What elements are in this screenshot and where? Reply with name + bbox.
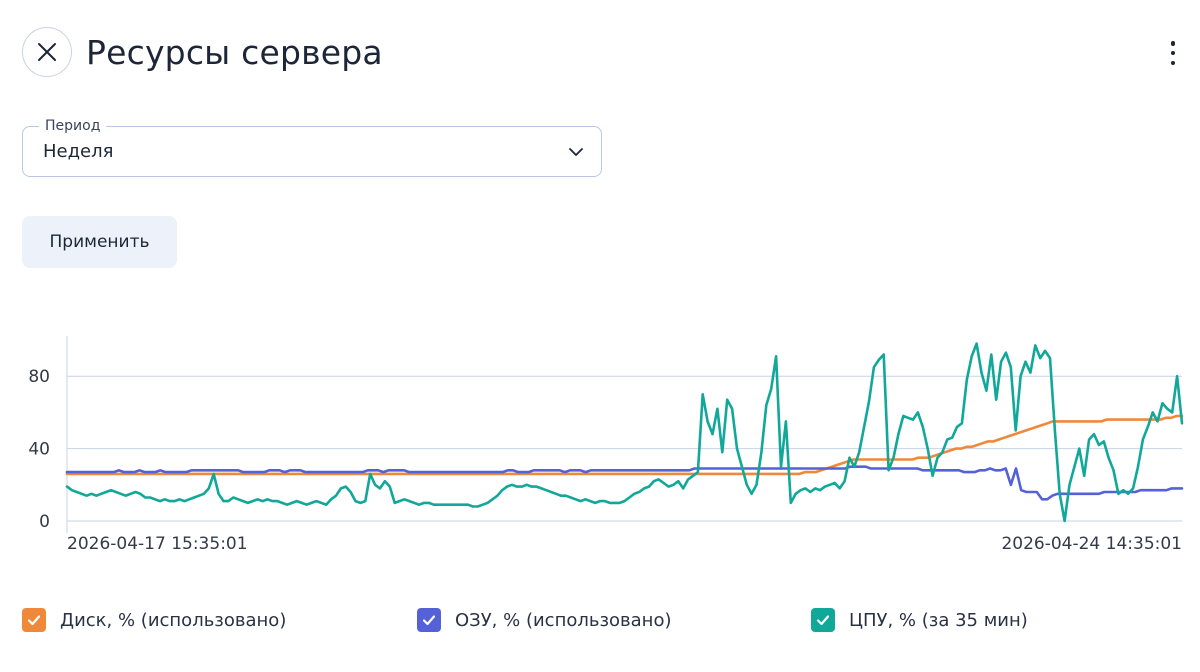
- more-dots-icon: [1170, 41, 1176, 46]
- legend-checkbox-ram[interactable]: [417, 608, 441, 632]
- legend-checkbox-disk[interactable]: [22, 608, 46, 632]
- period-select[interactable]: Период Неделя: [22, 117, 602, 177]
- legend-label-ram: ОЗУ, % (использовано): [455, 609, 672, 631]
- x-end-label: 2026-04-24 14:35:01: [1001, 534, 1182, 554]
- more-dots-icon-bottom: [1170, 60, 1176, 65]
- close-button[interactable]: [22, 27, 72, 77]
- series-line-ram: [65, 465, 1184, 501]
- checkmark-icon: [816, 615, 830, 626]
- close-icon: [38, 43, 56, 61]
- more-dots-icon-mid: [1170, 50, 1176, 56]
- legend-item-cpu[interactable]: ЦПУ, % (за 35 мин): [811, 606, 1028, 634]
- series-line-disk: [65, 414, 1184, 476]
- resource-chart: 0 40 80 2026-04-17 15:35:01 2026-04-24 14:35…: [28, 336, 1184, 554]
- legend-item-disk[interactable]: Диск, % (использовано): [22, 606, 286, 634]
- x-start-label: 2026-04-17 15:35:01: [67, 534, 248, 554]
- chevron-down-icon: [569, 148, 583, 156]
- y-tick-label-80: 80: [28, 367, 50, 387]
- legend-label-disk: Диск, % (использовано): [60, 609, 287, 631]
- legend-checkbox-cpu[interactable]: [811, 608, 835, 632]
- legend-label-cpu: ЦПУ, % (за 35 мин): [849, 609, 1028, 631]
- y-tick-label-40: 40: [28, 440, 50, 460]
- more-menu-button[interactable]: [1160, 38, 1186, 68]
- page-title: Ресурсы сервера: [86, 33, 383, 72]
- checkmark-icon: [27, 615, 41, 626]
- apply-button[interactable]: Применить: [22, 216, 177, 268]
- y-tick-label-0: 0: [39, 512, 50, 532]
- series-line-cpu: [65, 342, 1184, 523]
- period-select-label: Период: [39, 117, 107, 135]
- legend-item-ram[interactable]: ОЗУ, % (использовано): [417, 606, 671, 634]
- period-select-value: Неделя: [43, 141, 114, 162]
- checkmark-icon: [422, 615, 436, 626]
